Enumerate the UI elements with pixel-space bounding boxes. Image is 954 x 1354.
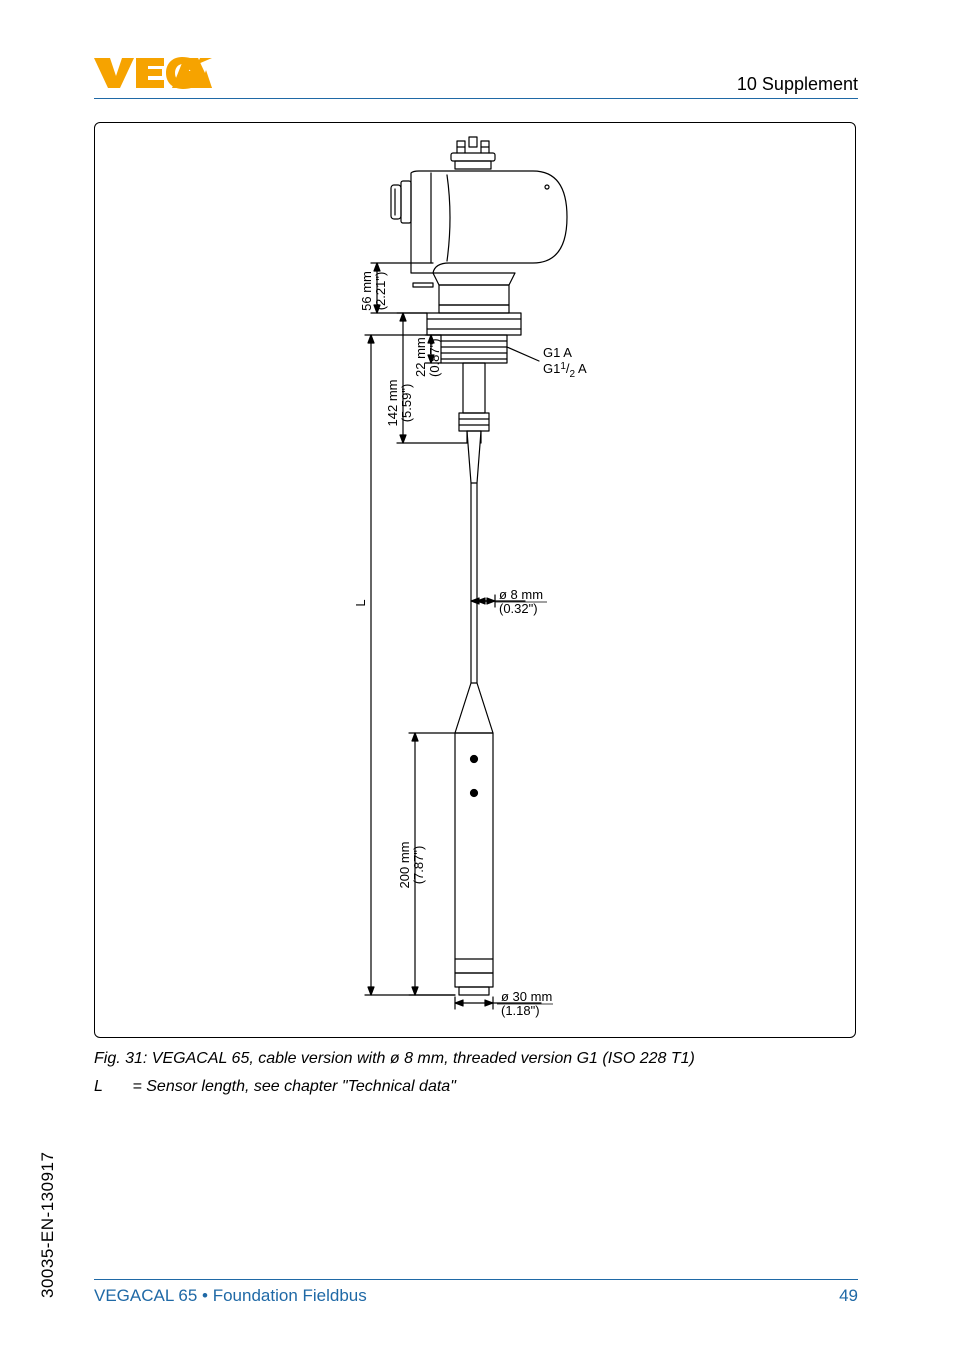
figure-legend: L = Sensor length, see chapter "Technica… (94, 1078, 456, 1096)
document-id: 30035-EN-130917 (38, 1152, 58, 1298)
footer-page-number: 49 (839, 1286, 858, 1306)
dim-thread-g1a: G1 A (543, 345, 572, 360)
figure-caption: Fig. 31: VEGACAL 65, cable version with … (94, 1050, 695, 1068)
section-label: 10 Supplement (737, 74, 858, 95)
dim-8in: (0.32") (499, 601, 538, 616)
dim-30in: (1.18") (501, 1003, 540, 1018)
dim-200mm: 200 mm (397, 842, 412, 889)
footer-rule (94, 1279, 858, 1280)
legend-text: = Sensor length, see chapter "Technical … (132, 1078, 455, 1095)
dim-56mm: 56 mm (359, 271, 374, 311)
dim-200in: (7.87") (411, 846, 426, 885)
dim-L: L (353, 599, 368, 606)
brand-logo (94, 56, 212, 90)
legend-symbol-L: L (94, 1078, 128, 1096)
dim-142in: (5.59") (399, 384, 414, 423)
dim-142mm: 142 mm (385, 380, 400, 427)
dim-22in: (0.87") (427, 338, 442, 377)
figure-frame: 56 mm (2.21") 142 mm (5.59") 22 mm (0.87… (94, 122, 856, 1038)
technical-drawing: 56 mm (2.21") 142 mm (5.59") 22 mm (0.87… (95, 123, 855, 1037)
dim-22mm: 22 mm (413, 337, 428, 377)
footer-title: VEGACAL 65 • Foundation Fieldbus (94, 1286, 367, 1306)
dim-56in: (2.21") (373, 272, 388, 311)
dim-8mm: ø 8 mm (499, 587, 543, 602)
dim-thread-g1half: G11/2 A (543, 361, 587, 380)
header-rule (94, 98, 858, 99)
dim-30mm: ø 30 mm (501, 989, 552, 1004)
